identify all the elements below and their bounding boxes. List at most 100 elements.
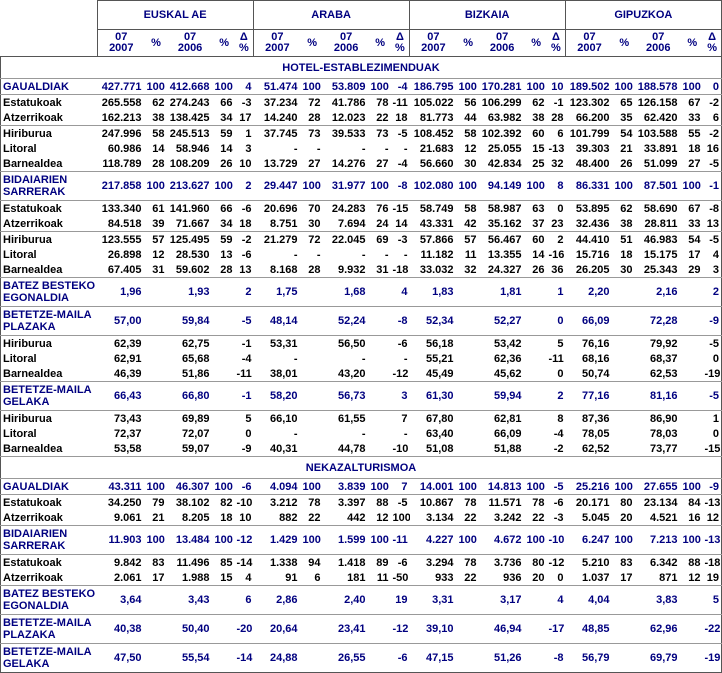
cell: -15 bbox=[703, 441, 722, 457]
table-row: BATEZ BESTEKO EGONALDIA 1,96 1,93 2 1,75 1,68… bbox=[0, 277, 722, 307]
cell: 1.338 bbox=[269, 556, 298, 569]
cell: 19 bbox=[391, 585, 410, 615]
cell: 53,31 bbox=[269, 337, 298, 350]
table-row: BETETZE-MAILA GELAKA 47,50 55,54 -14 24,88 26… bbox=[1, 644, 722, 673]
cell: 53,42 bbox=[493, 337, 522, 350]
cell: 69,79 bbox=[649, 652, 678, 664]
cell: -13 bbox=[548, 142, 565, 155]
cell: 68,16 bbox=[581, 352, 610, 365]
cell: 189.502 bbox=[565, 78, 614, 95]
col-header-: % bbox=[219, 36, 229, 49]
row-label: Estatukoak bbox=[3, 556, 62, 569]
cell: 27 bbox=[369, 156, 392, 172]
cell: -2 bbox=[241, 233, 252, 246]
cell: 52,34 bbox=[409, 306, 458, 336]
cell: -50 bbox=[391, 570, 410, 586]
cell: 3 bbox=[703, 262, 722, 278]
cell: -10 bbox=[236, 496, 253, 509]
cell: 18 bbox=[620, 248, 633, 261]
table-row: Atzerrikoak 84.518 39 71.667 34 18 8.751 30 7.69… bbox=[0, 216, 722, 232]
row-label: BETETZE-MAILA PLAZAKA bbox=[0, 306, 98, 336]
cell: 25.216 bbox=[565, 478, 614, 495]
row-label: Estatukoak bbox=[3, 496, 62, 509]
cell: -12 bbox=[391, 366, 410, 382]
col-header-07-2007: 07 2007 bbox=[564, 29, 614, 56]
cell: 4.521 bbox=[635, 510, 682, 526]
row-label: BATEZ BESTEKO EGONALDIA bbox=[0, 277, 98, 307]
cell: 5.045 bbox=[565, 510, 614, 526]
cell: 3,64 bbox=[97, 585, 146, 615]
cell: 100 bbox=[525, 171, 548, 201]
cell bbox=[301, 366, 324, 382]
table-row: BATEZ BESTEKO EGONALDIA 3,64 3,43 6 2,86 2,40… bbox=[0, 585, 722, 615]
cell: 28 bbox=[301, 262, 324, 278]
cell: 2,40 bbox=[323, 585, 370, 615]
cell: 41.786 bbox=[331, 96, 366, 109]
cell bbox=[613, 381, 636, 411]
cell: 29 bbox=[681, 262, 704, 278]
cell: 45,49 bbox=[409, 366, 458, 382]
cell: 28.811 bbox=[635, 216, 682, 232]
cell: -1 bbox=[241, 337, 252, 350]
cell: 26.205 bbox=[565, 262, 614, 278]
cell: 22 bbox=[301, 510, 324, 526]
cell: - bbox=[403, 248, 408, 261]
cell: 81.773 bbox=[409, 110, 458, 126]
cell bbox=[458, 411, 480, 427]
cell: 14 bbox=[220, 142, 233, 155]
cell: -9 bbox=[703, 478, 722, 495]
cell: -11 bbox=[391, 525, 410, 555]
section-title-nekazalturismoa: NEKAZALTURISMOA bbox=[0, 456, 722, 479]
cell: 2,20 bbox=[565, 277, 614, 307]
cell: 100 bbox=[145, 78, 168, 95]
cell: -9 bbox=[703, 306, 722, 336]
cell: 100 bbox=[213, 525, 236, 555]
cell: 6 bbox=[703, 110, 722, 126]
cell: 247.996 bbox=[101, 127, 142, 140]
cell: 86,90 bbox=[649, 412, 678, 425]
cell: 32 bbox=[457, 262, 480, 278]
cell: 20 bbox=[525, 570, 548, 586]
cell: 39,10 bbox=[409, 614, 458, 644]
cell: -8 bbox=[553, 652, 564, 664]
cell bbox=[681, 614, 704, 644]
row-label: BETETZE-MAILA GELAKA bbox=[3, 646, 92, 670]
cell bbox=[146, 411, 168, 427]
cell: 1,83 bbox=[409, 277, 458, 307]
cell: 57 bbox=[464, 233, 477, 246]
cell: - bbox=[316, 248, 321, 261]
cell: 27 bbox=[301, 156, 324, 172]
cell: 67 bbox=[688, 96, 701, 109]
cell: 67.405 bbox=[97, 262, 146, 278]
cell bbox=[525, 441, 548, 457]
cell: -4 bbox=[553, 427, 564, 440]
row-label: Hiriburua bbox=[3, 127, 52, 140]
cell bbox=[369, 366, 392, 382]
cell: -4 bbox=[391, 156, 410, 172]
cell: 31 bbox=[145, 262, 168, 278]
table-row: Atzerrikoak 9.061 21 8.205 18 10 882 22 442 12 100… bbox=[0, 510, 722, 526]
cell: 59 bbox=[220, 127, 233, 140]
cell: 21.279 bbox=[263, 233, 298, 246]
cell: - bbox=[293, 427, 298, 440]
cell: 15 bbox=[213, 570, 236, 586]
cell: 24 bbox=[369, 216, 392, 232]
table-row: Litoral 72,37 72,07 0 - - - 63,40 66,09 -4 78,05 78… bbox=[1, 426, 722, 441]
cell: 0 bbox=[712, 427, 720, 440]
cell: -5 bbox=[547, 478, 566, 495]
cell: 265.558 bbox=[101, 96, 142, 109]
cell: 59,94 bbox=[479, 381, 526, 411]
row-label: Litoral bbox=[3, 427, 37, 440]
cell: 17 bbox=[613, 570, 636, 586]
cell: 3.242 bbox=[479, 510, 526, 526]
cell: -1 bbox=[703, 171, 722, 201]
cell: 58 bbox=[464, 127, 477, 140]
cell: 13.484 bbox=[167, 525, 214, 555]
cell: 63,40 bbox=[425, 427, 454, 440]
cell: -14 bbox=[236, 556, 253, 569]
cell: 94 bbox=[308, 556, 321, 569]
cell: 22 bbox=[457, 570, 480, 586]
cell: 77,16 bbox=[565, 381, 614, 411]
cell: 72,28 bbox=[635, 306, 682, 336]
cell: 133.340 bbox=[101, 202, 142, 215]
